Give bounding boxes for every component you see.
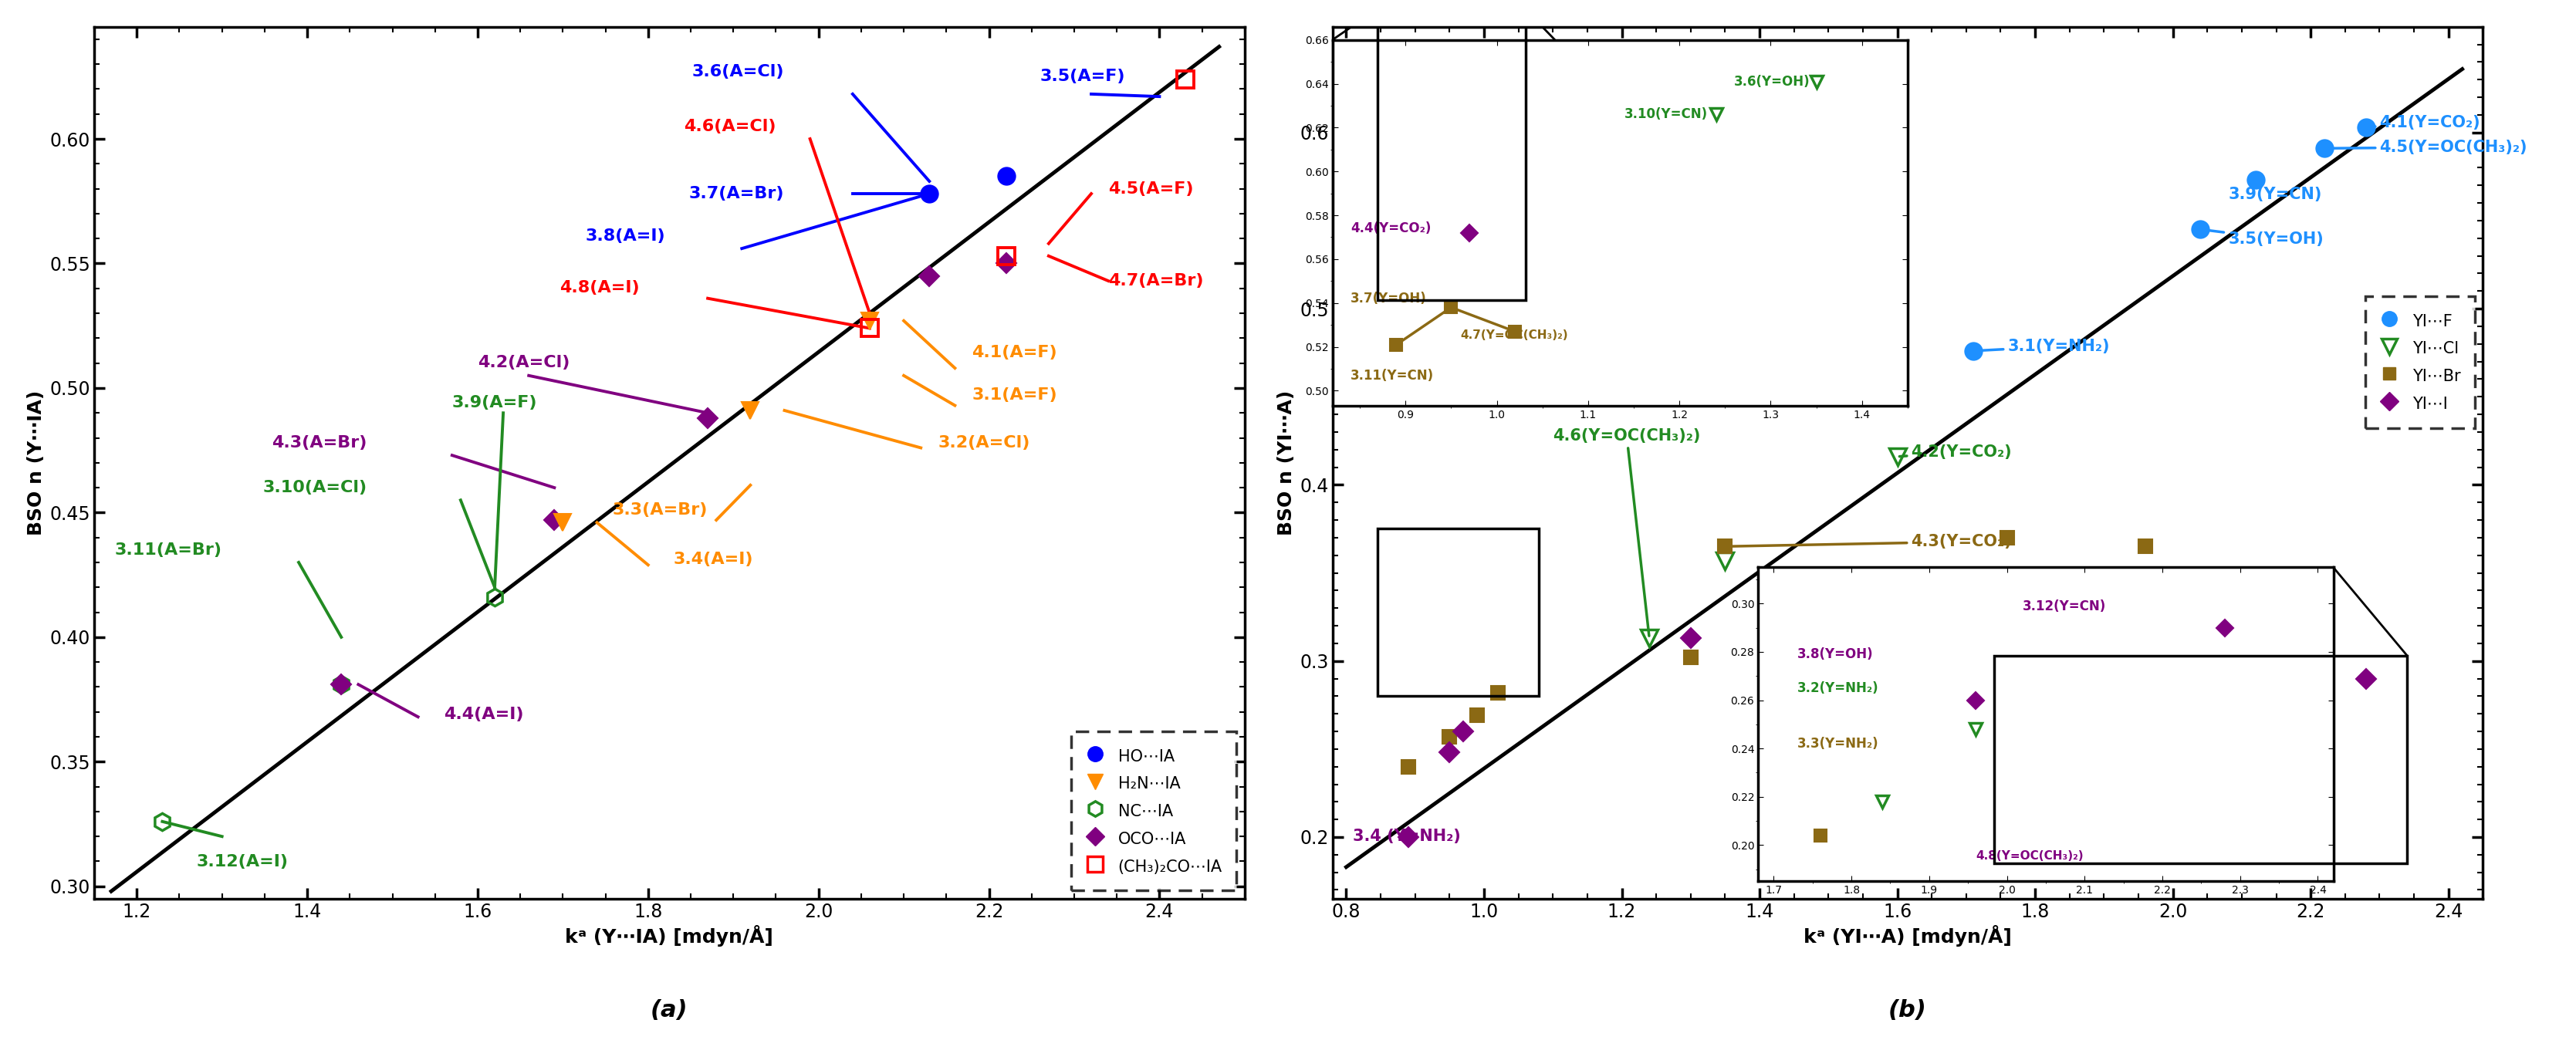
Text: 4.7(A=Br): 4.7(A=Br) [1108,274,1203,289]
Text: 4.5(Y=OC(CH₃)₂): 4.5(Y=OC(CH₃)₂) [2326,139,2527,155]
Text: 4.1(Y=CO₂): 4.1(Y=CO₂) [2367,114,2481,130]
Text: 3.9(A=F): 3.9(A=F) [453,395,538,411]
Text: (b): (b) [1888,999,1927,1021]
X-axis label: kᵃ (Y⋯IA) [mdyn/Å]: kᵃ (Y⋯IA) [mdyn/Å] [564,926,773,946]
Text: 3.6(A=Cl): 3.6(A=Cl) [693,63,786,79]
Text: 4.3(A=Br): 4.3(A=Br) [270,435,366,450]
Text: 4.4(A=I): 4.4(A=I) [443,706,523,722]
Text: 4.6(Y=OC(CH₃)₂): 4.6(Y=OC(CH₃)₂) [1553,428,1700,635]
X-axis label: kᵃ (YI⋯A) [mdyn/Å]: kᵃ (YI⋯A) [mdyn/Å] [1803,926,2012,946]
Text: 3.11(A=Br): 3.11(A=Br) [116,542,222,557]
Text: 3.8(A=I): 3.8(A=I) [585,228,665,243]
Text: (a): (a) [652,999,688,1021]
Y-axis label: BSO n (YI⋯A): BSO n (YI⋯A) [1278,390,1296,536]
Text: 3.9(Y=CN): 3.9(Y=CN) [2228,181,2321,203]
Text: 4.1(A=F): 4.1(A=F) [971,345,1056,361]
Text: 3.4(A=I): 3.4(A=I) [675,552,755,568]
Text: 4.6(A=Cl): 4.6(A=Cl) [683,119,775,134]
Text: 4.8(A=I): 4.8(A=I) [559,281,639,295]
Text: 4.3(Y=CO₂): 4.3(Y=CO₂) [1728,535,2012,549]
Text: 3.1(Y=NH₂): 3.1(Y=NH₂) [1976,339,2110,354]
Text: 3.5(Y=OH): 3.5(Y=OH) [2202,230,2324,246]
Text: 3.7(A=Br): 3.7(A=Br) [690,186,786,202]
Text: 3.2(A=Cl): 3.2(A=Cl) [938,435,1030,450]
Text: 3.5(A=F): 3.5(A=F) [1041,69,1126,84]
Text: 4.2(A=Cl): 4.2(A=Cl) [477,355,569,370]
Text: 4.2(Y=CO₂): 4.2(Y=CO₂) [1899,444,2012,460]
Text: 4.5(A=F): 4.5(A=F) [1108,181,1193,197]
Legend: YI⋯F, YI⋯Cl, YI⋯Br, YI⋯I: YI⋯F, YI⋯Cl, YI⋯Br, YI⋯I [2365,296,2476,427]
Text: 3.12(A=I): 3.12(A=I) [196,854,289,869]
Text: 3.3(A=Br): 3.3(A=Br) [613,502,708,518]
Text: 3.1(A=F): 3.1(A=F) [971,388,1056,402]
Y-axis label: BSO n (Y⋯IA): BSO n (Y⋯IA) [26,390,46,536]
Text: 3.4 (Y=NH₂): 3.4 (Y=NH₂) [1352,829,1461,844]
Legend: HO⋯IA, H₂N⋯IA, NC⋯IA, OCO⋯IA, (CH₃)₂CO⋯IA: HO⋯IA, H₂N⋯IA, NC⋯IA, OCO⋯IA, (CH₃)₂CO⋯I… [1072,731,1236,890]
Text: 3.10(A=Cl): 3.10(A=Cl) [263,479,366,495]
